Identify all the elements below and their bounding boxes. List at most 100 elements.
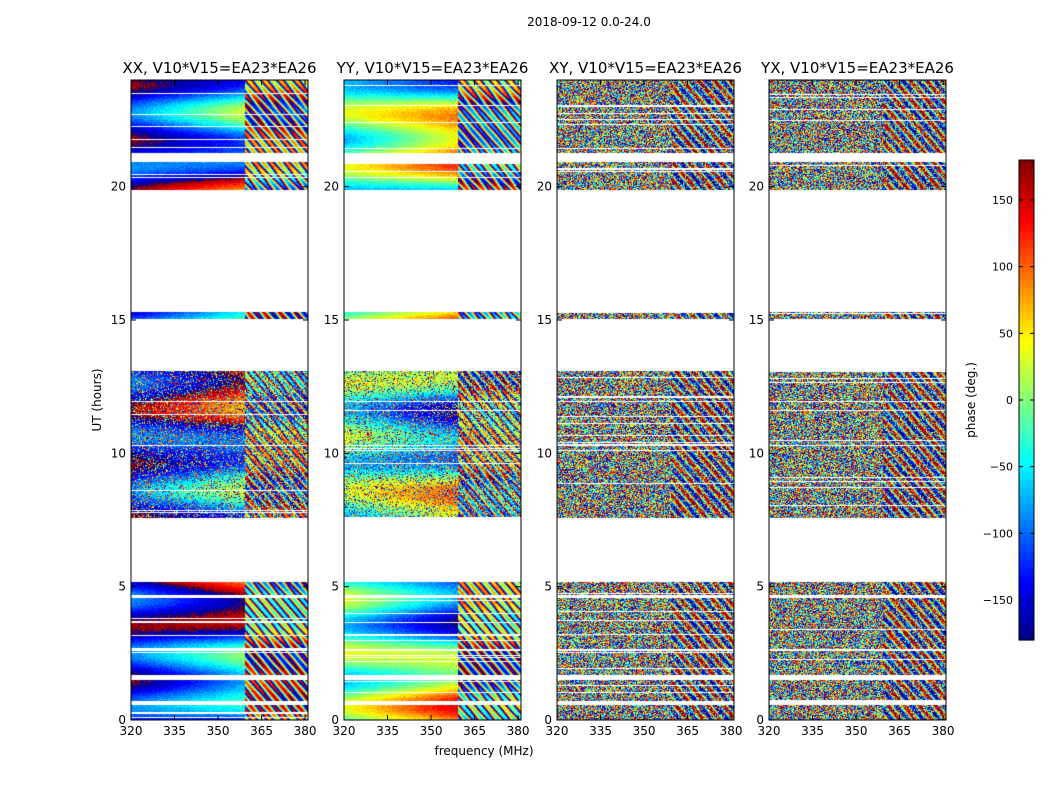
x-tick-label: 365 (676, 724, 699, 738)
colorbar-segment (1019, 496, 1034, 501)
colorbar-segment (1019, 604, 1034, 609)
colorbar-segment (1019, 512, 1034, 517)
colorbar-segment (1019, 272, 1034, 277)
colorbar-segment (1019, 472, 1034, 477)
colorbar-segment (1019, 584, 1034, 589)
y-tick-label: 20 (749, 180, 764, 194)
colorbar-segment (1019, 456, 1034, 461)
panel-title: XX, V10*V15=EA23*EA26 (122, 59, 316, 77)
colorbar-segment (1019, 308, 1034, 313)
colorbar-segment (1019, 596, 1034, 601)
y-tick-label: 10 (749, 446, 764, 460)
colorbar-segment (1019, 532, 1034, 537)
colorbar-segment (1019, 252, 1034, 257)
colorbar-segment (1019, 184, 1034, 189)
x-tick-label: 335 (163, 724, 186, 738)
colorbar-segment (1019, 284, 1034, 289)
colorbar-segment (1019, 328, 1034, 333)
colorbar-segment (1019, 192, 1034, 197)
y-tick-label: 20 (537, 180, 552, 194)
panel-title: XY, V10*V15=EA23*EA26 (549, 59, 742, 77)
colorbar-segment (1019, 580, 1034, 585)
x-tick-label: 350 (845, 724, 868, 738)
colorbar-segment (1019, 316, 1034, 321)
colorbar-segment (1019, 540, 1034, 545)
colorbar-segment (1019, 300, 1034, 305)
colorbar-segment (1019, 436, 1034, 441)
colorbar-segment (1019, 432, 1034, 437)
colorbar-segment (1019, 392, 1034, 397)
x-tick-label: 320 (758, 724, 781, 738)
colorbar-segment (1019, 344, 1034, 349)
colorbar-segment (1019, 452, 1034, 457)
colorbar-segment (1019, 468, 1034, 473)
colorbar-segment (1019, 352, 1034, 357)
x-tick-label: 365 (463, 724, 486, 738)
colorbar-segment (1019, 372, 1034, 377)
colorbar-segment (1019, 588, 1034, 593)
colorbar-segment (1019, 368, 1034, 373)
panel-frame (556, 79, 735, 721)
colorbar-segment (1019, 296, 1034, 301)
colorbar-segment (1019, 340, 1034, 345)
colorbar-segment (1019, 552, 1034, 557)
y-tick-label: 10 (111, 446, 126, 460)
colorbar-segment (1019, 528, 1034, 533)
figure-suptitle: 2018-09-12 0.0-24.0 (527, 15, 651, 29)
colorbar-tick-label: −150 (983, 594, 1013, 607)
colorbar-segment (1019, 404, 1034, 409)
colorbar-segment (1019, 312, 1034, 317)
x-tick-label: 335 (801, 724, 824, 738)
panel-xy: XY, V10*V15=EA23*EA26 320 335 350 365 380 0 5 10… (537, 59, 743, 738)
x-tick-label: 380 (294, 724, 317, 738)
colorbar-segment (1019, 360, 1034, 365)
colorbar-segment (1019, 248, 1034, 253)
y-tick-label: 15 (111, 313, 126, 327)
colorbar-segment (1019, 180, 1034, 185)
phase-heatmap-1 (344, 80, 521, 720)
colorbar-segment (1019, 556, 1034, 561)
y-tick-label: 0 (118, 713, 126, 727)
y-tick-label: 15 (324, 313, 339, 327)
panel-frame (130, 79, 309, 721)
colorbar-segment (1019, 408, 1034, 413)
colorbar-segment (1019, 572, 1034, 577)
x-tick-label: 320 (546, 724, 569, 738)
y-tick-label: 5 (331, 580, 339, 594)
colorbar-segment (1019, 172, 1034, 177)
colorbar-segment (1019, 204, 1034, 209)
colorbar-segment (1019, 264, 1034, 269)
y-tick-label: 20 (111, 180, 126, 194)
colorbar-segment (1019, 624, 1034, 629)
x-tick-label: 350 (633, 724, 656, 738)
colorbar-segment (1019, 616, 1034, 621)
colorbar-segment (1019, 348, 1034, 353)
colorbar-segment (1019, 324, 1034, 329)
colorbar-segment (1019, 236, 1034, 241)
colorbar-segment (1019, 380, 1034, 385)
x-tick-label: 365 (888, 724, 911, 738)
y-tick-label: 20 (324, 180, 339, 194)
colorbar-segment (1019, 168, 1034, 173)
colorbar-tick-label: −100 (983, 527, 1013, 540)
x-tick-label: 365 (250, 724, 273, 738)
panel-frame (343, 79, 522, 721)
panel-title: YY, V10*V15=EA23*EA26 (336, 59, 529, 77)
colorbar-segment (1019, 428, 1034, 433)
x-tick-label: 350 (420, 724, 443, 738)
colorbar-segment (1019, 292, 1034, 297)
x-tick-label: 320 (120, 724, 143, 738)
panels-group: XX, V10*V15=EA23*EA26 320 335 350 365 380 0 5 10… (111, 59, 955, 738)
colorbar-segment (1019, 460, 1034, 465)
panel-xx: XX, V10*V15=EA23*EA26 320 335 350 365 380 0 5 10… (111, 59, 317, 738)
colorbar-segment (1019, 216, 1034, 221)
colorbar-segment (1019, 564, 1034, 569)
colorbar-segment (1019, 520, 1034, 525)
colorbar-segment (1019, 412, 1034, 417)
y-tick-label: 10 (324, 446, 339, 460)
colorbar-segment (1019, 240, 1034, 245)
colorbar-segment (1019, 244, 1034, 249)
colorbar-segment (1019, 220, 1034, 225)
phase-heatmap-0 (131, 80, 308, 720)
colorbar-segment (1019, 608, 1034, 613)
